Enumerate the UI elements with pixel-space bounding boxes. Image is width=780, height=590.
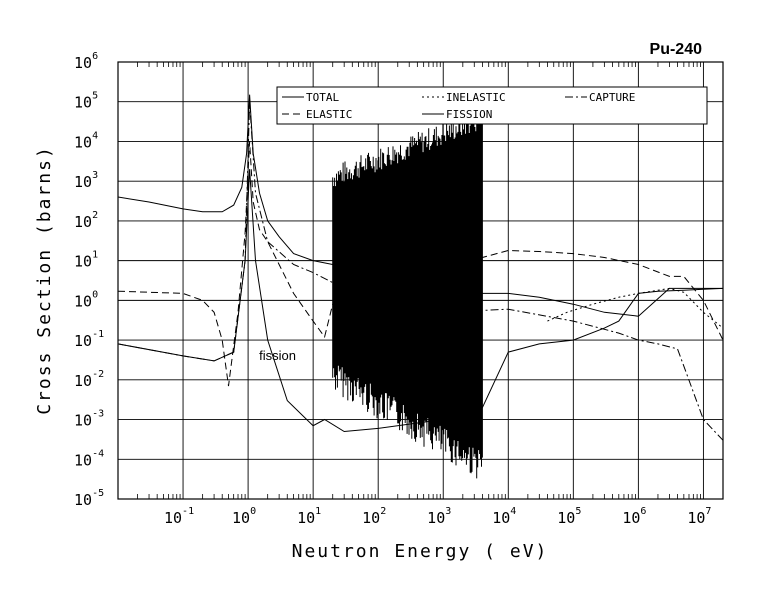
y-tick-label-5: 101: [74, 250, 98, 271]
y-tick-label-11: 10-5: [74, 488, 104, 509]
x-tick-label-2: 101: [297, 506, 321, 527]
legend: TOTAL INELASTIC CAPTURE ELASTIC FISSION: [276, 86, 708, 125]
x-tick-label-5: 104: [492, 506, 516, 527]
annotations: fission: [259, 348, 296, 363]
legend-label-inelastic: INELASTIC: [446, 91, 506, 104]
legend-label-total: TOTAL: [306, 91, 339, 104]
x-tick-label-8: 107: [687, 506, 711, 527]
legend-box: [276, 86, 708, 125]
series-fission-line: [118, 169, 723, 433]
x-axis-label: Neutron Energy ( eV): [292, 541, 549, 562]
plot-frame: [117, 61, 724, 500]
annotation-0: fission: [259, 348, 296, 363]
x-tick-label-6: 105: [557, 506, 581, 527]
y-tick-label-8: 10-2: [74, 369, 104, 390]
y-tick-label-3: 103: [74, 170, 98, 191]
x-tick-labels: 10-1 100 101 102 103 104 105 106 107: [164, 506, 711, 527]
x-tick-label-4: 103: [427, 506, 451, 527]
legend-label-capture: CAPTURE: [589, 91, 635, 104]
y-tick-label-2: 104: [74, 130, 98, 151]
series-elastic-line: [118, 141, 723, 387]
y-tick-label-0: 106: [74, 51, 98, 72]
legend-label-elastic: ELASTIC: [306, 108, 352, 121]
series-layer: [118, 94, 723, 479]
resonance-region-spikes: [332, 112, 483, 479]
legend-label-fission: FISSION: [446, 108, 492, 121]
series-total-line: [118, 94, 723, 317]
y-tick-label-9: 10-3: [74, 409, 104, 430]
y-tick-label-7: 10-1: [74, 329, 104, 350]
y-tick-label-4: 102: [74, 210, 98, 231]
chart-title: Pu-240: [650, 41, 703, 58]
y-axis-label: Cross Section (barns): [34, 145, 55, 415]
x-tick-label-0: 10-1: [164, 506, 194, 527]
y-tick-label-1: 105: [74, 91, 98, 112]
x-tick-label-1: 100: [232, 506, 256, 527]
x-tick-label-7: 106: [622, 506, 646, 527]
y-tick-label-6: 100: [74, 289, 98, 310]
y-tick-label-10: 10-4: [74, 448, 104, 469]
x-tick-label-3: 102: [362, 506, 386, 527]
y-tick-labels: 106 105 104 103 102 101 100 10-1 10-2 10-3 10-4 10-…: [74, 51, 104, 509]
